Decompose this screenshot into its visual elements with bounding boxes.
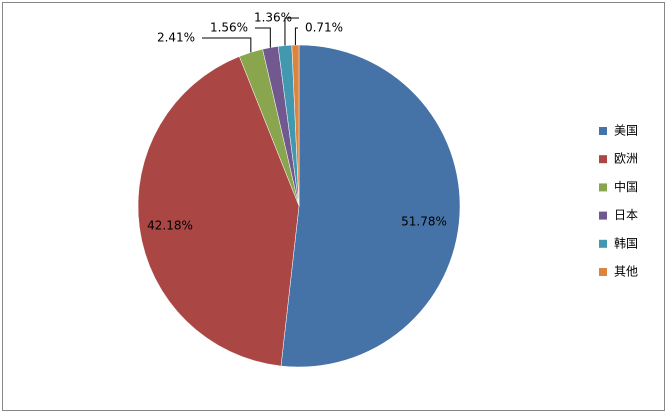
- data-label: 42.18%: [147, 219, 193, 233]
- data-label: 2.41%: [157, 31, 195, 45]
- legend-swatch: [599, 268, 607, 276]
- leader-line: [255, 27, 271, 48]
- pie-slice: [280, 44, 461, 368]
- legend-label: 欧洲: [614, 152, 638, 166]
- legend-label: 其他: [614, 265, 638, 279]
- leader-line: [202, 37, 252, 53]
- legend-label: 美国: [614, 124, 638, 138]
- leader-line: [294, 27, 298, 46]
- legend-label: 韩国: [614, 235, 638, 250]
- legend-swatch: [599, 155, 607, 164]
- data-label: 0.71%: [305, 21, 343, 35]
- data-label: 1.56%: [210, 21, 248, 35]
- pie-slice: [137, 56, 300, 367]
- data-label: 51.78%: [401, 215, 447, 229]
- legend-label: 日本: [614, 208, 638, 222]
- legend-swatch: [599, 239, 607, 248]
- pie-slice: [291, 44, 300, 207]
- legend-swatch: [599, 183, 607, 192]
- legend-label: 中国: [614, 179, 638, 194]
- legend-swatch: [599, 211, 607, 220]
- data-label: 1.36%: [254, 11, 292, 25]
- legend-swatch: [599, 127, 607, 135]
- leader-line: [284, 17, 299, 46]
